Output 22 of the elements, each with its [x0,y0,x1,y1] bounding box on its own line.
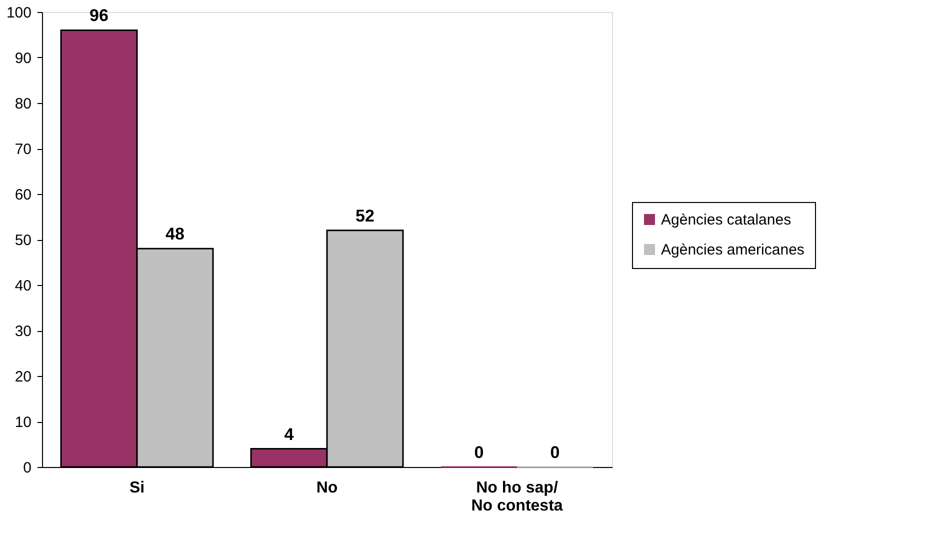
y-tick-label: 60 [14,186,32,204]
data-label: 4 [284,424,294,444]
data-label: 48 [166,224,184,244]
y-tick-label: 40 [14,278,32,294]
x-tick-label: Si [129,480,145,496]
legend-label: Agències americanes [661,242,804,258]
data-label: 96 [90,6,108,26]
y-tick-label: 20 [14,368,32,386]
y-tick-label: 80 [14,96,32,112]
y-tick-label: 100 [6,4,32,22]
data-label: 52 [356,206,374,226]
x-tick-label: No [316,480,338,496]
data-label: 0 [474,443,484,462]
data-label: 0 [550,443,560,462]
y-tick-label: 30 [14,323,32,340]
x-tick-label: No ho sap/ No contesta [471,480,563,514]
y-tick-label: 50 [14,232,32,249]
legend-label: Agències catalanes [661,212,792,228]
y-tick-label: 0 [23,460,32,476]
y-tick-label: 70 [14,141,32,158]
y-tick-label: 90 [14,50,32,67]
y-tick-label: 10 [14,414,32,431]
